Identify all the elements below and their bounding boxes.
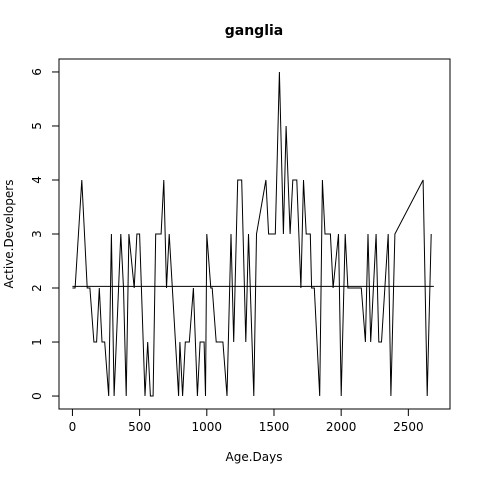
x-tick-label: 0 bbox=[69, 420, 77, 434]
x-axis-label: Age.Days bbox=[226, 450, 283, 464]
y-axis-label: Active.Developers bbox=[2, 180, 16, 289]
y-tick-label: 1 bbox=[30, 338, 44, 346]
x-tick-label: 1000 bbox=[192, 420, 223, 434]
x-tick-label: 2000 bbox=[326, 420, 357, 434]
x-tick-label: 2500 bbox=[393, 420, 424, 434]
x-tick-label: 1500 bbox=[259, 420, 290, 434]
y-tick-label: 3 bbox=[30, 230, 44, 238]
y-tick-label: 2 bbox=[30, 284, 44, 292]
x-axis: 0 500 1000 1500 2000 2500 bbox=[69, 408, 424, 434]
series-line bbox=[72, 71, 432, 397]
chart-title: ganglia bbox=[225, 23, 284, 39]
y-axis: 0 1 2 3 4 5 6 bbox=[30, 68, 60, 400]
y-tick-label: 0 bbox=[30, 392, 44, 400]
y-tick-label: 4 bbox=[30, 176, 44, 184]
plot-area bbox=[72, 71, 434, 397]
y-tick-label: 5 bbox=[30, 122, 44, 130]
x-tick-label: 500 bbox=[128, 420, 151, 434]
y-tick-label: 6 bbox=[30, 68, 44, 76]
